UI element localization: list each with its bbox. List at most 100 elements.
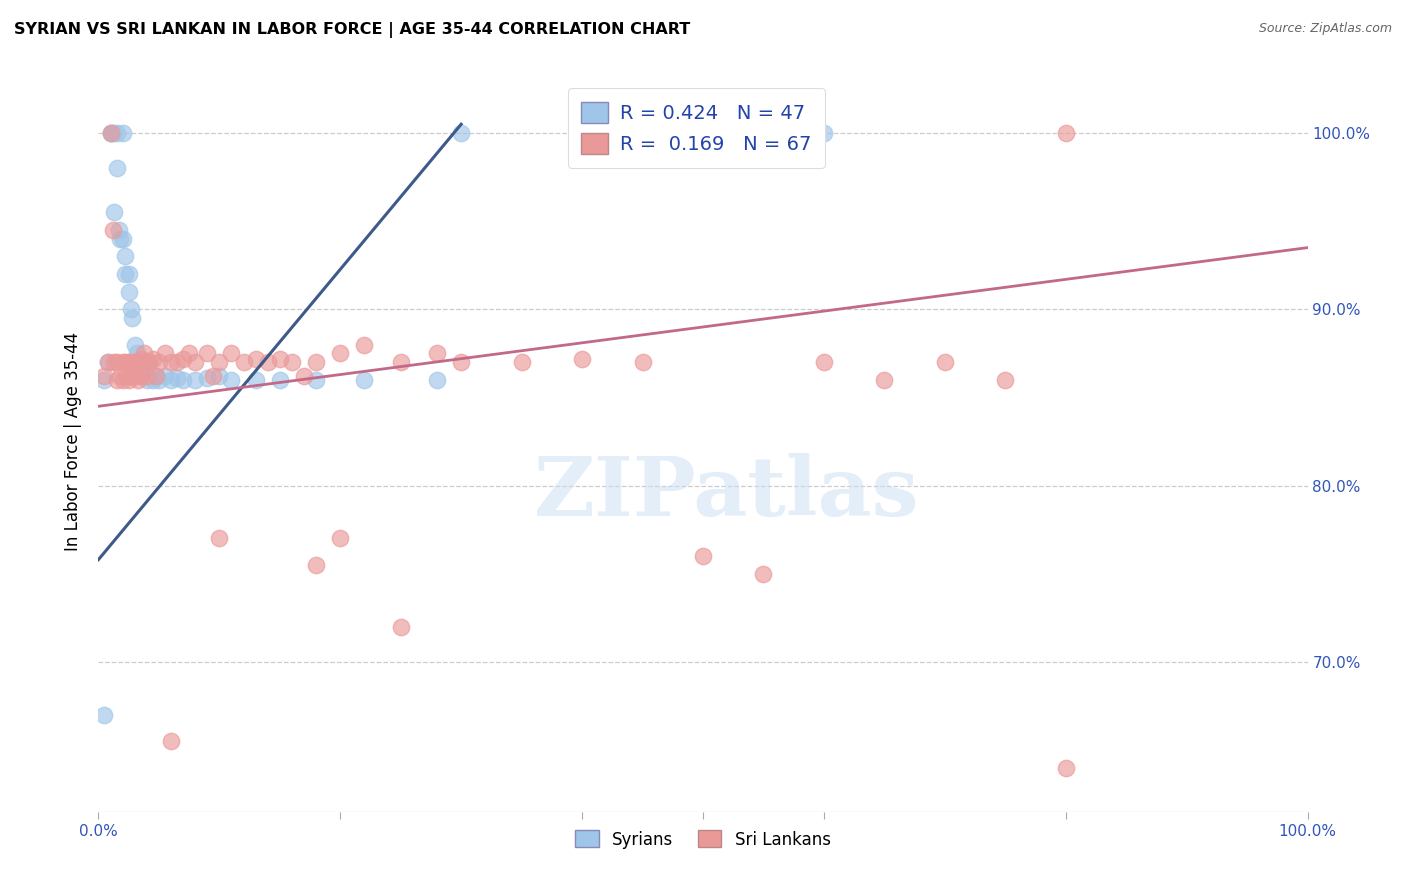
Point <box>160 373 183 387</box>
Point <box>108 369 131 384</box>
Point <box>202 369 225 384</box>
Point <box>166 355 188 369</box>
Point <box>269 373 291 387</box>
Point <box>134 346 156 360</box>
Point <box>281 355 304 369</box>
Point <box>142 351 165 366</box>
Point <box>631 355 654 369</box>
Point <box>129 355 152 369</box>
Point <box>120 355 142 369</box>
Point <box>114 355 136 369</box>
Point <box>108 223 131 237</box>
Point <box>129 369 152 384</box>
Point <box>450 355 472 369</box>
Point <box>135 355 157 369</box>
Point <box>221 373 243 387</box>
Point <box>305 355 328 369</box>
Point <box>208 369 231 384</box>
Point <box>115 369 138 384</box>
Point <box>114 267 136 281</box>
Point <box>93 707 115 722</box>
Legend: Syrians, Sri Lankans: Syrians, Sri Lankans <box>568 823 838 855</box>
Point <box>93 369 115 384</box>
Point <box>153 369 176 384</box>
Point <box>353 337 375 351</box>
Point <box>184 373 207 387</box>
Point <box>994 373 1017 387</box>
Point <box>103 355 125 369</box>
Point <box>97 355 120 369</box>
Point <box>153 346 176 360</box>
Point <box>245 373 267 387</box>
Point <box>305 558 328 572</box>
Point <box>256 355 278 369</box>
Point <box>232 355 254 369</box>
Point <box>160 355 183 369</box>
Point <box>127 346 149 360</box>
Point <box>118 355 141 369</box>
Point <box>353 373 375 387</box>
Point <box>142 373 165 387</box>
Point <box>160 734 183 748</box>
Point <box>138 355 160 369</box>
Point <box>120 302 142 317</box>
Point <box>329 346 352 360</box>
Point <box>93 373 115 387</box>
Point <box>813 126 835 140</box>
Point <box>221 346 243 360</box>
Point <box>305 373 328 387</box>
Point <box>101 126 124 140</box>
Point <box>145 369 167 384</box>
Point <box>138 355 160 369</box>
Point <box>111 355 134 369</box>
Point <box>103 205 125 219</box>
Point <box>450 126 472 140</box>
Point <box>184 355 207 369</box>
Point <box>135 369 157 384</box>
Point <box>934 355 956 369</box>
Point <box>101 223 124 237</box>
Point <box>124 369 146 384</box>
Point <box>121 369 143 384</box>
Y-axis label: In Labor Force | Age 35-44: In Labor Force | Age 35-44 <box>65 332 83 551</box>
Point <box>195 346 218 360</box>
Point <box>127 355 149 369</box>
Point <box>100 126 122 140</box>
Point <box>389 355 412 369</box>
Point <box>1054 761 1077 775</box>
Text: ZIPatlas: ZIPatlas <box>534 453 920 533</box>
Point <box>105 126 128 140</box>
Point <box>166 371 188 385</box>
Point <box>124 355 146 369</box>
Point <box>208 532 231 546</box>
Point <box>118 373 141 387</box>
Point <box>571 351 593 366</box>
Point <box>179 346 201 360</box>
Point <box>100 126 122 140</box>
Point <box>389 620 412 634</box>
Point <box>813 355 835 369</box>
Point <box>135 355 157 369</box>
Text: SYRIAN VS SRI LANKAN IN LABOR FORCE | AGE 35-44 CORRELATION CHART: SYRIAN VS SRI LANKAN IN LABOR FORCE | AG… <box>14 22 690 38</box>
Point <box>105 355 128 369</box>
Point <box>208 355 231 369</box>
Point <box>105 373 128 387</box>
Point <box>118 285 141 299</box>
Point <box>329 532 352 546</box>
Point <box>129 364 152 378</box>
Point <box>108 232 131 246</box>
Point <box>127 355 149 369</box>
Point <box>269 351 291 366</box>
Point <box>105 161 128 176</box>
Point <box>752 566 775 581</box>
Point <box>292 369 315 384</box>
Point <box>111 126 134 140</box>
Point <box>148 373 170 387</box>
Point <box>135 373 157 387</box>
Point <box>195 371 218 385</box>
Point <box>1054 126 1077 140</box>
Point <box>873 373 896 387</box>
Point <box>124 355 146 369</box>
Point <box>692 549 714 563</box>
Point <box>145 369 167 384</box>
